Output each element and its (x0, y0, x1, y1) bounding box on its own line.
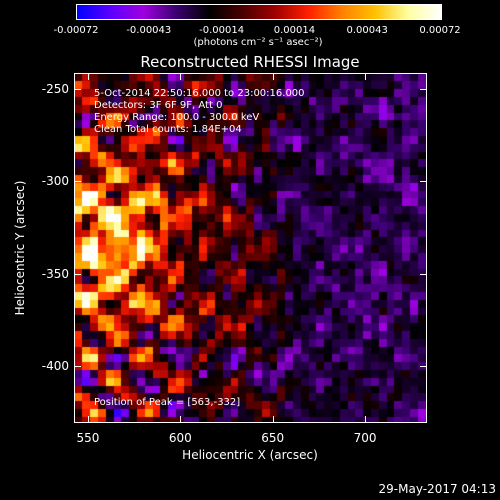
x-tick-label: 650 (261, 431, 285, 445)
colorbar (76, 4, 442, 20)
colorbar-unit-label: (photons cm⁻² s⁻¹ asec⁻²) (193, 37, 323, 48)
y-tick-label: -350 (41, 266, 69, 281)
colorbar-tick-label: -0.00072 (53, 25, 99, 36)
axis-tick-mark (75, 181, 81, 183)
x-tick-label: 600 (168, 431, 192, 445)
axis-tick-mark (87, 74, 89, 80)
axis-tick-mark (272, 416, 274, 422)
axis-tick-mark (420, 273, 426, 275)
colorbar-tick-label: 0.00043 (346, 25, 388, 36)
colorbar-tick-label: -0.00043 (126, 25, 172, 36)
timestamp: 29-May-2017 04:13 (378, 482, 496, 496)
clean-counts-annotation: Clean Total counts: 1.84E+04 (94, 124, 242, 135)
axis-tick-mark (272, 74, 274, 80)
axis-tick-mark (87, 416, 89, 422)
y-tick-label: -300 (41, 174, 69, 189)
axis-tick-mark (365, 416, 367, 422)
axis-tick-mark (420, 366, 426, 368)
axis-tick-mark (75, 366, 81, 368)
detectors-annotation: Detectors: 3F 6F 9F, Att 0 (94, 100, 223, 111)
axis-tick-mark (365, 74, 367, 80)
peak-position-annotation: Position of Peak = [563,-332] (94, 397, 241, 408)
y-tick-label: -250 (41, 81, 69, 96)
x-axis-label: Heliocentric X (arcsec) (182, 448, 318, 462)
heatmap-image (75, 74, 426, 422)
x-tick-label: 700 (353, 431, 377, 445)
energy-range-annotation: Energy Range: 100.0 - 300.0 keV (94, 112, 260, 123)
axis-tick-mark (75, 88, 81, 90)
colorbar-tick-label: 0.00014 (273, 25, 316, 36)
time-range-annotation: 5-Oct-2014 22:50:16.000 to 23:00:16.000 (94, 88, 305, 99)
axis-tick-mark (180, 74, 182, 80)
y-axis-label: Heliocentric Y (arcsec) (13, 180, 27, 316)
axis-tick-mark (75, 273, 81, 275)
plot-frame (74, 73, 427, 423)
x-tick-label: 550 (76, 431, 100, 445)
chart-title: Reconstructed RHESSI Image (140, 53, 360, 71)
colorbar-tick-label: -0.00014 (199, 25, 245, 36)
colorbar-tick-label: 0.00072 (419, 25, 461, 36)
axis-tick-mark (180, 416, 182, 422)
axis-tick-mark (420, 181, 426, 183)
axis-tick-mark (420, 88, 426, 90)
y-tick-label: -400 (41, 359, 69, 374)
